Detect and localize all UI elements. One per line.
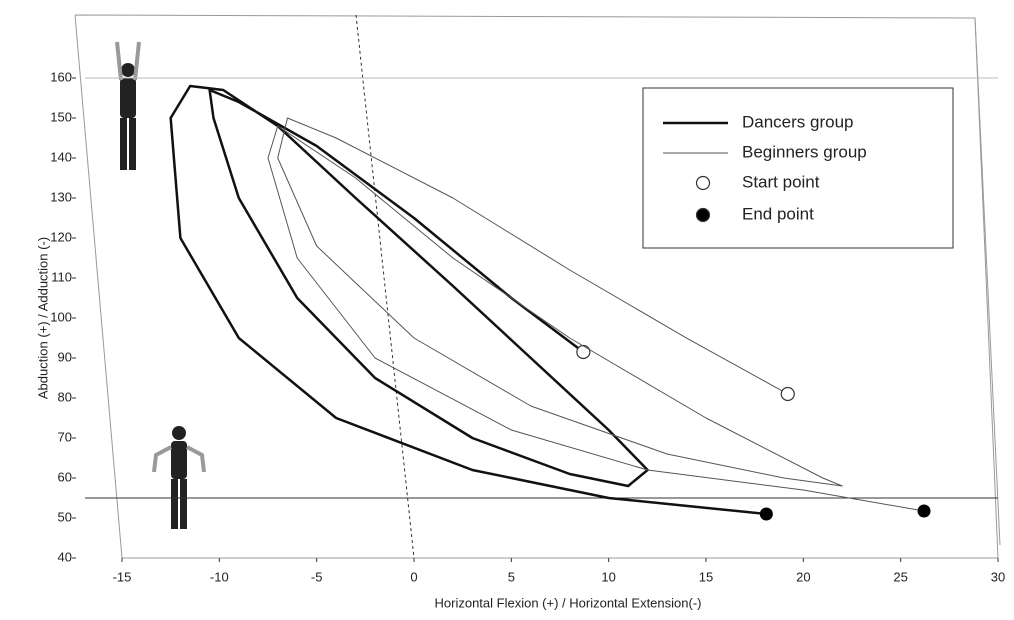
y-tick-label: 70 xyxy=(58,429,72,444)
y-tick-label: 100 xyxy=(50,309,72,324)
x-tick-label: 15 xyxy=(699,569,713,584)
y-tick-label: 90 xyxy=(58,349,72,364)
x-tick-label: -10 xyxy=(210,569,229,584)
x-axis-label: Horizontal Flexion (+) / Horizontal Exte… xyxy=(435,595,702,610)
y-tick-label: 120 xyxy=(50,229,72,244)
start-point xyxy=(576,344,591,360)
x-tick-label: 30 xyxy=(991,569,1005,584)
y-tick-label: 130 xyxy=(50,189,72,204)
series-line xyxy=(267,117,925,512)
x-tick-label: 10 xyxy=(601,569,615,584)
legend-label: End point xyxy=(742,204,814,223)
end-point xyxy=(917,504,931,518)
figure-bottom xyxy=(152,426,206,529)
legend-label: Dancers group xyxy=(742,112,854,131)
x-tick-label: -15 xyxy=(113,569,132,584)
x-tick-label: 5 xyxy=(508,569,515,584)
end-point xyxy=(759,507,773,521)
legend-label: Beginners group xyxy=(742,142,867,161)
y-tick-label: 110 xyxy=(51,269,72,284)
legend-marker xyxy=(695,175,711,191)
legend-marker xyxy=(695,207,711,223)
y-tick-label: 50 xyxy=(58,509,72,524)
x-tick-label: 20 xyxy=(796,569,810,584)
series-line xyxy=(169,84,767,516)
start-point xyxy=(780,386,795,402)
y-tick-label: 140 xyxy=(50,149,72,164)
x-tick-label: -5 xyxy=(311,569,323,584)
x-tick-label: 25 xyxy=(893,569,907,584)
y-tick-label: 160 xyxy=(50,69,72,84)
legend xyxy=(642,87,954,249)
y-tick-label: 150 xyxy=(50,109,72,124)
x-tick-label: 0 xyxy=(410,569,417,584)
y-axis-label: Abduction (+) / Adduction (-) xyxy=(35,237,50,399)
y-tick-label: 60 xyxy=(58,469,72,484)
reference-line xyxy=(355,14,415,559)
y-tick-label: 40 xyxy=(58,549,72,564)
legend-label: Start point xyxy=(742,172,820,191)
y-tick-label: 80 xyxy=(58,389,72,404)
figure-top xyxy=(115,41,141,170)
